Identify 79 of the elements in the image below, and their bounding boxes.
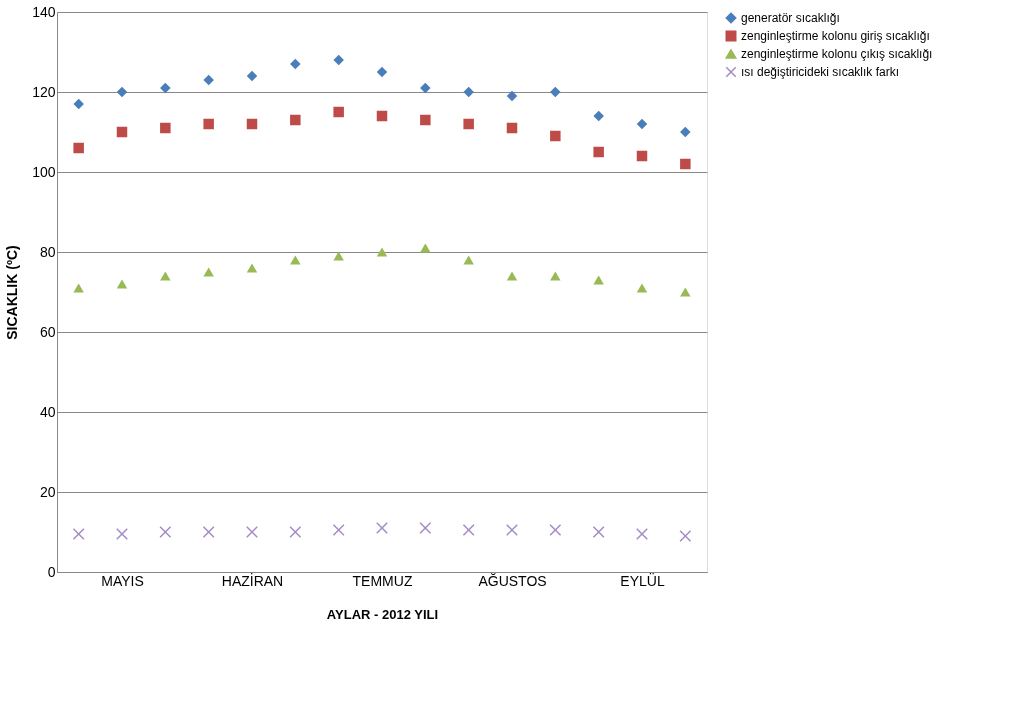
y-tick-label: 0 [47, 563, 56, 580]
point [203, 74, 214, 86]
point [73, 283, 84, 293]
point [159, 526, 172, 538]
y-tick-label: 120 [32, 83, 56, 100]
point [593, 110, 604, 122]
x-tick-label: MAYIS [101, 572, 144, 589]
point [636, 283, 648, 293]
point [550, 271, 561, 281]
point [463, 86, 474, 98]
point [246, 118, 258, 130]
point [593, 275, 604, 285]
point [246, 526, 258, 538]
y-tick-label: 80 [39, 243, 56, 260]
point [419, 522, 432, 534]
x-tick-label: AĞUSTOS [478, 572, 547, 589]
point [463, 255, 474, 265]
point [506, 90, 518, 102]
point [333, 106, 344, 118]
point [680, 287, 691, 297]
point [333, 54, 344, 66]
point [202, 526, 215, 538]
point [160, 122, 171, 134]
point [289, 526, 302, 538]
point [420, 82, 431, 94]
point [246, 263, 258, 273]
point [636, 150, 648, 162]
point [376, 522, 388, 534]
point [463, 118, 474, 130]
legend-label: ısı değiştiricideki sıcaklık farkı [741, 65, 900, 79]
point [679, 530, 692, 542]
point [246, 70, 258, 82]
point [203, 267, 214, 277]
point [116, 279, 128, 289]
point [160, 82, 171, 94]
x-tick-label: TEMMUZ [352, 572, 413, 589]
point [73, 98, 84, 110]
point [550, 130, 561, 142]
legend-label: generatör sıcaklığı [741, 11, 840, 25]
legend-label: zenginleştirme kolonu giriş sıcaklığı [741, 29, 930, 43]
point [636, 528, 648, 540]
point [593, 146, 604, 158]
point [680, 158, 691, 170]
point [376, 247, 388, 257]
point [550, 86, 561, 98]
point [203, 118, 214, 130]
point [376, 66, 388, 78]
point [332, 524, 345, 536]
point [506, 524, 518, 536]
point [462, 524, 475, 536]
y-tick-label: 100 [32, 163, 56, 180]
point [160, 271, 171, 281]
point [333, 251, 344, 261]
point [420, 243, 431, 253]
point [73, 142, 84, 154]
point [72, 528, 85, 540]
y-tick-label: 20 [39, 483, 56, 500]
point [420, 114, 431, 126]
x-axis-title: AYLAR - 2012 YILI [326, 606, 439, 622]
y-tick-label: 140 [32, 3, 56, 20]
point [680, 126, 691, 138]
point [116, 126, 128, 138]
point [506, 271, 518, 281]
point [592, 526, 605, 538]
point [290, 114, 301, 126]
point [290, 255, 301, 265]
y-axis-title: SICAKLIK (ºC) [4, 245, 21, 340]
point [116, 86, 128, 98]
point [116, 528, 128, 540]
point [290, 58, 301, 70]
point [549, 524, 562, 536]
point [636, 118, 648, 130]
point [376, 110, 388, 122]
y-tick-label: 40 [39, 403, 56, 420]
x-tick-label: EYLÜL [620, 571, 665, 589]
point [506, 122, 518, 134]
y-tick-label: 60 [39, 323, 56, 340]
x-tick-label: HAZİRAN [221, 571, 284, 589]
legend-label: zenginleştirme kolonu çıkış sıcaklığı [741, 47, 933, 61]
